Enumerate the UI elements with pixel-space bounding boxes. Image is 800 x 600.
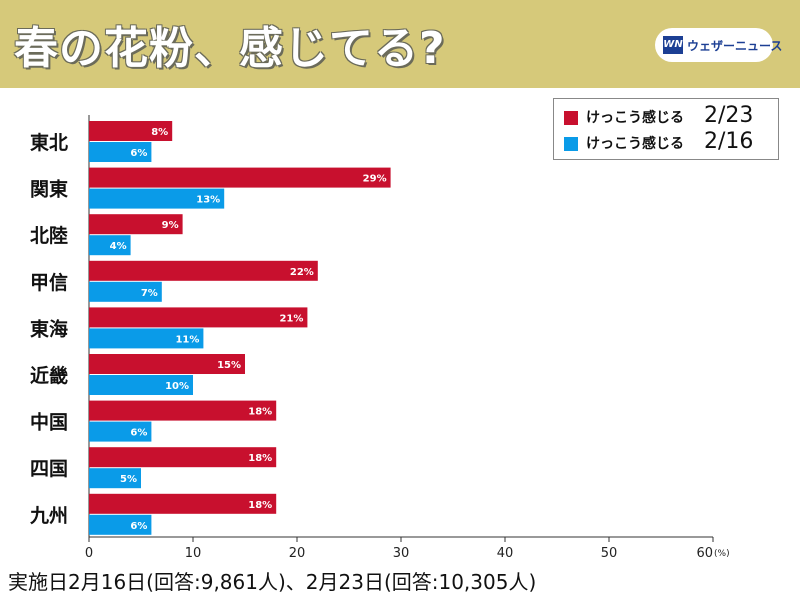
x-tick-label: 0 [85, 546, 93, 561]
logo-text: ウェザーニュース [687, 39, 783, 53]
data-label: 22% [290, 267, 314, 278]
x-tick-label: 60 [696, 546, 713, 561]
bar [89, 260, 318, 281]
bar [89, 354, 245, 374]
x-tick-label: 20 [289, 546, 306, 561]
legend-swatch-blue [564, 137, 578, 151]
category-label: 東北 [30, 131, 68, 154]
bar [89, 121, 173, 141]
category-label: 東海 [30, 317, 68, 340]
data-label: 6% [130, 428, 147, 439]
chart-legend: けっこう感じる 2/23 けっこう感じる 2/16 [553, 98, 779, 160]
category-label: 関東 [30, 178, 68, 201]
data-label: 4% [110, 241, 127, 252]
category-label: 近畿 [30, 364, 68, 387]
x-tick-label: 30 [393, 546, 410, 561]
survey-footnote: 実施日2月16日(回答:9,861人)、2月23日(回答:10,305人) [8, 570, 537, 594]
bar [89, 493, 277, 514]
bar [89, 400, 277, 421]
x-axis-unit: (%) [714, 549, 730, 559]
page-title: 春の花粉、感じてる? [14, 23, 446, 74]
x-tick-label: 40 [497, 546, 514, 561]
category-label: 九州 [29, 505, 68, 527]
data-label: 7% [141, 288, 158, 299]
bar [89, 235, 131, 256]
weathernews-logo: WN ウェザーニュース [655, 28, 782, 62]
bar [89, 514, 152, 535]
category-label: 北陸 [30, 224, 68, 247]
legend-swatch-red [564, 111, 578, 125]
data-label: 18% [248, 500, 272, 511]
header-banner: 春の花粉、感じてる? WN ウェザーニュース [0, 0, 800, 88]
logo-mark-icon: WN [663, 36, 683, 54]
bar [89, 281, 162, 302]
data-label: 18% [248, 407, 272, 418]
data-label: 9% [162, 220, 179, 231]
data-label: 21% [279, 313, 303, 324]
data-label: 8% [151, 127, 168, 138]
data-label: 5% [120, 474, 137, 485]
bar [89, 447, 277, 468]
bar [89, 142, 152, 162]
x-tick-label: 50 [601, 546, 618, 561]
bar [89, 421, 152, 442]
data-label: 6% [130, 521, 147, 532]
category-label: 四国 [30, 458, 68, 480]
legend-date: 2/23 [704, 103, 754, 128]
bar [89, 307, 308, 328]
bar [89, 375, 193, 395]
x-tick-label: 10 [185, 546, 202, 561]
data-label: 29% [363, 174, 387, 185]
bar [89, 328, 204, 349]
bar [89, 188, 225, 209]
category-label: 甲信 [30, 271, 68, 294]
data-label: 15% [217, 360, 241, 371]
bar [89, 214, 183, 235]
data-label: 18% [248, 453, 272, 464]
legend-label: けっこう感じる [586, 136, 684, 152]
legend-label: けっこう感じる [586, 110, 684, 126]
data-label: 6% [130, 148, 147, 159]
category-label: 中国 [30, 411, 68, 434]
data-label: 11% [175, 334, 199, 345]
bar [89, 468, 141, 489]
legend-date: 2/16 [704, 129, 754, 154]
bar [89, 167, 391, 188]
data-label: 10% [165, 381, 189, 392]
data-label: 13% [196, 195, 220, 206]
